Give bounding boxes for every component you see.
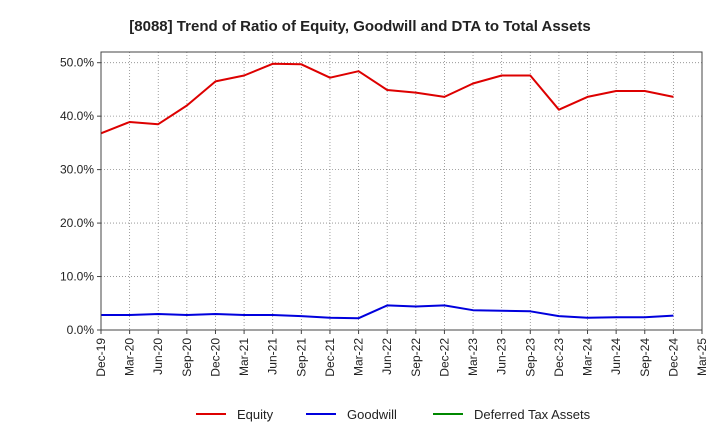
series-layer	[100, 62, 674, 320]
x-tick-label: Jun-23	[495, 338, 509, 375]
x-tick-label: Dec-24	[666, 338, 680, 377]
x-tick-label: Dec-22	[437, 338, 451, 377]
series-line-goodwill	[101, 304, 674, 320]
y-tick-label: 40.0%	[60, 109, 94, 123]
x-tick-label: Sep-23	[523, 338, 537, 377]
x-tick-label: Jun-24	[609, 338, 623, 375]
x-tick-label: Mar-20	[123, 338, 137, 376]
x-tick-label: Sep-24	[638, 338, 652, 377]
grid	[101, 52, 702, 330]
x-tick-label: Mar-24	[581, 338, 595, 376]
x-tick-label: Mar-21	[237, 338, 251, 376]
legend: Equity Goodwill Deferred Tax Assets	[196, 407, 591, 422]
y-tick-label: 0.0%	[67, 323, 95, 337]
y-tick-label: 20.0%	[60, 216, 94, 230]
x-tick-label: Jun-20	[151, 338, 165, 375]
y-tick-label: 10.0%	[60, 270, 94, 284]
plot-area	[100, 51, 703, 331]
x-tick-label: Dec-19	[94, 338, 108, 377]
y-axis: 0.0% 10.0% 20.0% 30.0% 40.0% 50.0%	[60, 56, 101, 337]
x-tick-label: Jun-22	[380, 338, 394, 375]
chart-title: [8088] Trend of Ratio of Equity, Goodwil…	[129, 18, 590, 35]
x-tick-label: Sep-21	[294, 338, 308, 377]
x-tick-label: Dec-20	[208, 338, 222, 377]
x-tick-label: Mar-25	[695, 338, 709, 376]
x-tick-label: Jun-21	[266, 338, 280, 375]
legend-label: Deferred Tax Assets	[474, 407, 591, 422]
x-axis: Dec-19 Mar-20 Jun-20 Sep-20 Dec-20 Mar-21 Jun-…	[94, 330, 709, 377]
y-tick-label: 30.0%	[60, 163, 94, 177]
legend-item-equity: Equity	[196, 407, 274, 422]
legend-item-deferred-tax-assets: Deferred Tax Assets	[433, 407, 591, 422]
series-line-equity	[100, 62, 674, 135]
x-tick-label: Mar-23	[466, 338, 480, 376]
x-tick-label: Mar-22	[352, 338, 366, 376]
y-tick-label: 50.0%	[60, 56, 94, 70]
legend-label: Goodwill	[347, 407, 397, 422]
x-tick-label: Sep-20	[180, 338, 194, 377]
legend-label: Equity	[237, 407, 274, 422]
x-tick-label: Dec-21	[323, 338, 337, 377]
legend-item-goodwill: Goodwill	[306, 407, 397, 422]
x-tick-label: Dec-23	[552, 338, 566, 377]
x-tick-label: Sep-22	[409, 338, 423, 377]
